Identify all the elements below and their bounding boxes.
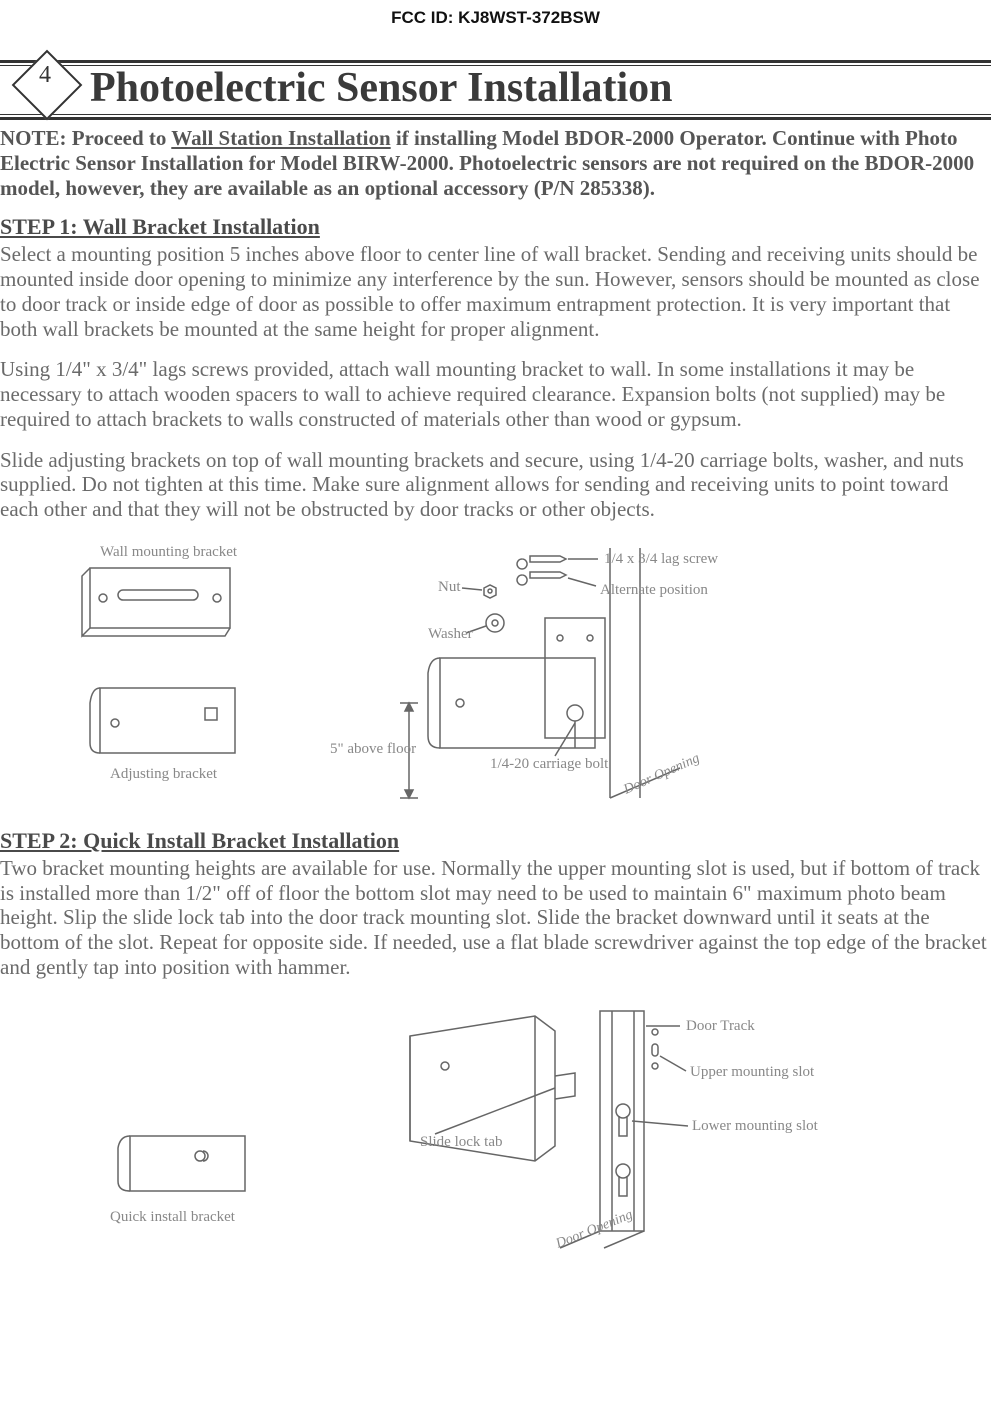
step1-p1: Select a mounting position 5 inches abov…: [0, 242, 991, 341]
note-prefix: NOTE: Proceed to: [0, 126, 171, 150]
step2-heading: STEP 2: Quick Install Bracket Installati…: [0, 828, 991, 854]
label-door-track: Door Track: [686, 1018, 755, 1034]
label-above-floor: 5" above floor: [330, 741, 416, 757]
step2-p1: Two bracket mounting heights are availab…: [0, 856, 991, 980]
step1-p3: Slide adjusting brackets on top of wall …: [0, 448, 991, 522]
document-page: FCC ID: KJ8WST-372BSW 4 Photoelectric Se…: [0, 0, 1005, 1270]
label-lag: 1/4 x 3/4 lag screw: [604, 551, 718, 567]
note-link: Wall Station Installation: [171, 126, 390, 150]
label-door-opening-2: Door Opening: [553, 1207, 635, 1252]
step1-p2: Using 1/4" x 3/4" lags screws provided, …: [0, 357, 991, 431]
fcc-id-header: FCC ID: KJ8WST-372BSW: [0, 8, 991, 28]
step2-figure: Quick install bracket Slide lock tab: [0, 996, 960, 1256]
label-adjusting-bracket: Adjusting bracket: [110, 766, 218, 782]
label-lower-slot: Lower mounting slot: [692, 1118, 819, 1134]
label-slide-tab: Slide lock tab: [420, 1134, 503, 1150]
step1-heading: STEP 1: Wall Bracket Installation: [0, 214, 991, 240]
label-door-opening-1: Door Opening: [621, 751, 702, 798]
label-washer: Washer: [428, 626, 473, 642]
step1-figure: Wall mounting bracket Adjusting bracket …: [0, 538, 960, 818]
label-alternate: Alternate position: [600, 582, 708, 598]
note-paragraph: NOTE: Proceed to Wall Station Installati…: [0, 126, 991, 200]
section-number: 4: [22, 60, 68, 108]
label-upper-slot: Upper mounting slot: [690, 1064, 815, 1080]
label-quick-install: Quick install bracket: [110, 1209, 236, 1225]
label-wall-bracket: Wall mounting bracket: [100, 544, 238, 560]
title-rule-inner: 4 Photoelectric Sensor Installation: [0, 65, 991, 115]
label-nut: Nut: [438, 579, 461, 595]
title-rule-block: 4 Photoelectric Sensor Installation: [0, 60, 991, 120]
label-carriage: 1/4-20 carriage bolt: [490, 756, 609, 772]
section-title: Photoelectric Sensor Installation: [90, 64, 673, 112]
